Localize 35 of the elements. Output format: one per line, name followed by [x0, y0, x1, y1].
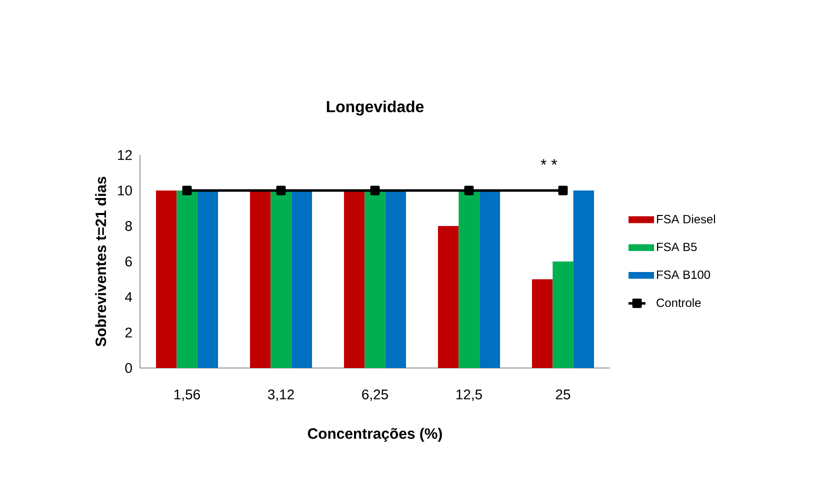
- bar: [364, 190, 386, 368]
- bar: [552, 262, 574, 368]
- legend-label: FSA B5: [657, 242, 697, 252]
- bar: [156, 190, 177, 368]
- bar: [479, 190, 500, 368]
- y-tick-label: 0: [125, 363, 132, 373]
- y-tick-label: 8: [125, 221, 132, 231]
- bar: [344, 190, 365, 368]
- bar: [458, 190, 480, 368]
- bar: [438, 226, 459, 368]
- y-tick-label: 10: [118, 186, 132, 196]
- legend-label: Controle: [656, 298, 701, 308]
- y-axis-title: Sobreviventes t=21 dias: [95, 176, 106, 346]
- x-tick-label: 6,25: [362, 390, 388, 402]
- bar: [573, 190, 594, 368]
- x-tick-label: 1,56: [174, 390, 200, 402]
- x-tick-label: 3,12: [268, 390, 294, 402]
- y-tick-label: 4: [125, 292, 132, 302]
- x-tick-label: 12,5: [456, 390, 482, 402]
- x-axis-title: Concentrações (%): [308, 428, 442, 442]
- y-tick-label: 6: [125, 256, 132, 266]
- y-tick-label: 2: [125, 328, 132, 338]
- bar: [270, 190, 292, 368]
- bar: [176, 190, 198, 368]
- bar: [532, 279, 553, 368]
- bar: [197, 190, 218, 368]
- legend-label: FSA B100: [657, 270, 710, 279]
- chart-title: Longevidade: [326, 100, 424, 116]
- bar: [385, 190, 406, 368]
- y-tick-label: 12: [118, 150, 132, 160]
- legend-label: FSA Diesel: [657, 214, 716, 224]
- bar: [250, 190, 271, 368]
- bar: [291, 190, 312, 368]
- annotation: * *: [540, 159, 558, 165]
- x-tick-label: 25: [556, 390, 570, 400]
